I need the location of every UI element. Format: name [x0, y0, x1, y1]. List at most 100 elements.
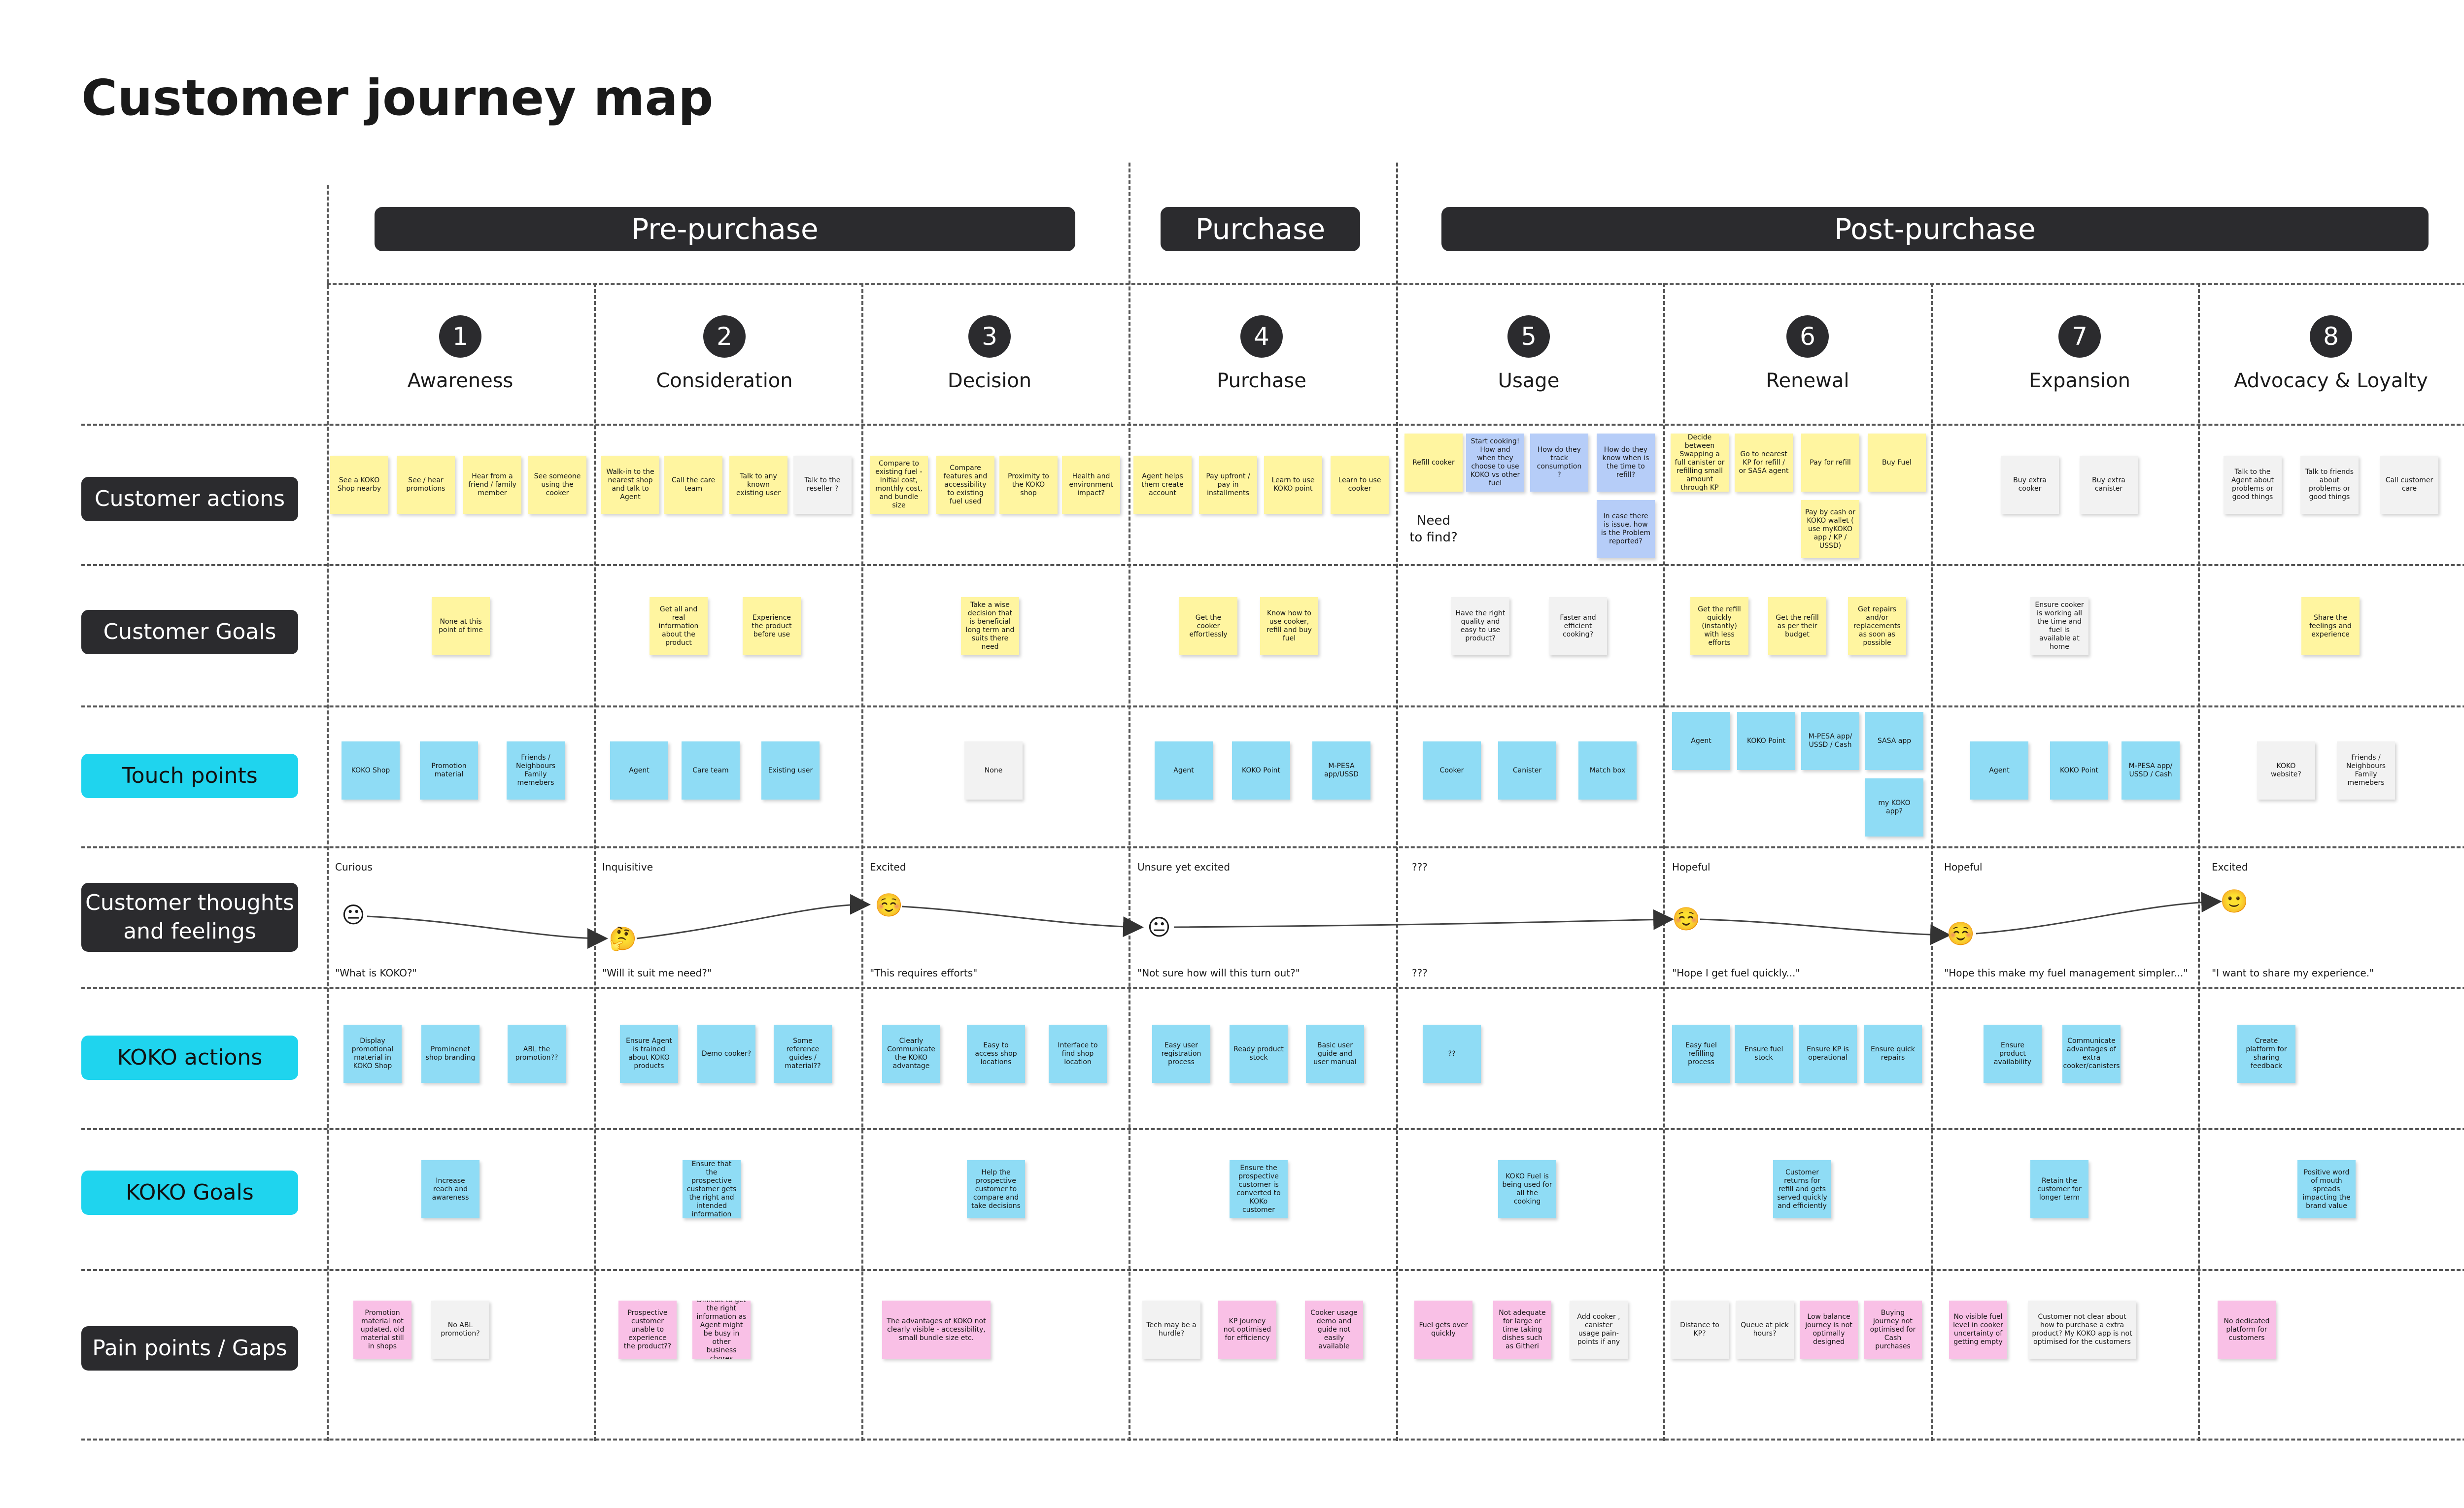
- sticky-note: Buy extra cooker: [2001, 456, 2059, 514]
- phase-pre-purchase: Pre-purchase: [375, 207, 1075, 251]
- sticky-note: Basic user guide and user manual: [1306, 1025, 1364, 1083]
- sticky-note: Clearly Communicate the KOKO advantage: [882, 1025, 940, 1083]
- sticky-note: No ABL promotion?: [431, 1301, 489, 1359]
- row-label-pain-points: Pain points / Gaps: [81, 1326, 298, 1371]
- grid-hline: [81, 846, 2464, 848]
- sticky-note: Pay by cash or KOKO wallet ( use myKOKO …: [1801, 500, 1859, 558]
- sticky-note: Pay upfront / pay in installments: [1199, 456, 1257, 514]
- grid-vline: [861, 283, 863, 1441]
- sticky-note: Share the feelings and experience: [2301, 597, 2360, 655]
- feeling-label: Hopeful: [1944, 861, 1983, 873]
- sticky-note: Agent: [1672, 712, 1730, 770]
- sticky-note: How do they track consumption ?: [1530, 434, 1588, 492]
- grid-vline: [2198, 283, 2200, 1441]
- sticky-note: KOKO Point: [1737, 712, 1795, 770]
- thought-quote: "Will it suit me need?": [602, 967, 712, 979]
- slightly-smiling-face-icon: 🙂: [2220, 888, 2249, 914]
- sticky-note: Interface to find shop location: [1049, 1025, 1107, 1083]
- feeling-label: Inquisitive: [602, 861, 653, 873]
- sticky-note: Friends / Neighbours Family memebers: [2337, 741, 2395, 800]
- stage: 7 Expansion: [1947, 315, 2213, 392]
- sticky-note: Agent: [610, 741, 668, 800]
- sticky-note: Hear from a friend / family member: [463, 456, 521, 514]
- sticky-note: No visible fuel level in cooker uncertai…: [1949, 1301, 2007, 1359]
- sticky-note: Ensure the prospective customer is conve…: [1230, 1160, 1288, 1218]
- sticky-note: Communicate advantages of extra cooker/c…: [2062, 1025, 2121, 1083]
- grid-hline: [81, 1128, 2464, 1130]
- sticky-note: Buy Fuel: [1868, 434, 1926, 492]
- neutral-face-icon: 😐: [1147, 914, 1171, 940]
- sticky-note: See / hear promotions: [397, 456, 455, 514]
- stage-number: 5: [1507, 315, 1550, 358]
- sticky-note: Pay for refill: [1801, 434, 1859, 492]
- sticky-note: SASA app: [1865, 712, 1923, 770]
- sticky-note: Start cooking! How and when they choose …: [1466, 434, 1524, 492]
- page-title: Customer journey map: [81, 69, 714, 127]
- grid-hline: [81, 987, 2464, 989]
- sticky-note: Ensure cooker is working all the time an…: [2030, 597, 2088, 655]
- sticky-note: Agent: [1970, 741, 2028, 800]
- sticky-note: Have the right quality and easy to use p…: [1451, 597, 1509, 655]
- stage-number: 1: [439, 315, 481, 358]
- grid-vline: [1931, 283, 1933, 1441]
- sticky-note: Get repairs and/or replacements as soon …: [1848, 597, 1906, 655]
- sticky-note: None: [964, 741, 1023, 800]
- sticky-note: Prominenet shop branding: [421, 1025, 479, 1083]
- sticky-note: Promotion material not updated, old mate…: [353, 1301, 411, 1359]
- sticky-note: Learn to use KOKO point: [1264, 456, 1322, 514]
- row-label-koko-goals: KOKO Goals: [81, 1171, 298, 1215]
- stage-number: 7: [2058, 315, 2101, 358]
- row-label-customer-goals: Customer Goals: [81, 610, 298, 654]
- sticky-note: Customer not clear about how to purchase…: [2028, 1301, 2136, 1359]
- sticky-note: Refill cooker: [1404, 434, 1463, 492]
- sticky-note: Display promotional material in KOKO Sho…: [343, 1025, 402, 1083]
- curve-segment: [636, 894, 871, 939]
- thought-quote: ???: [1412, 967, 1428, 979]
- sticky-note: How do they know when is the time to ref…: [1597, 434, 1655, 492]
- stage-number: 6: [1786, 315, 1829, 358]
- stage: 2 Consideration: [591, 315, 857, 392]
- stage: 6 Renewal: [1675, 315, 1941, 392]
- sticky-note: The advantages of KOKO not clearly visib…: [882, 1301, 991, 1359]
- sticky-note: Not adequate for large or time taking di…: [1493, 1301, 1551, 1359]
- sticky-note: Demo cooker?: [697, 1025, 755, 1083]
- sticky-note: Easy user registration process: [1152, 1025, 1210, 1083]
- phase-post-purchase: Post-purchase: [1441, 207, 2429, 251]
- sticky-note: Proximity to the KOKO shop: [999, 456, 1058, 514]
- sticky-note: Agent: [1155, 741, 1213, 800]
- sticky-note: Prospective customer unable to experienc…: [618, 1301, 677, 1359]
- sticky-note: Need to find?: [1404, 500, 1463, 558]
- phase-purchase: Purchase: [1161, 207, 1360, 251]
- sticky-note: See a KOKO Shop nearby: [330, 456, 388, 514]
- sticky-note: Cooker: [1423, 741, 1481, 800]
- feeling-label: Excited: [870, 861, 906, 873]
- curve-segment: [1173, 909, 1674, 930]
- sticky-note: None at this point of time: [432, 597, 490, 655]
- sticky-note: KOKO Fuel is being used for all the cook…: [1498, 1160, 1556, 1218]
- sticky-note: ABL the promotion??: [508, 1025, 566, 1083]
- sticky-note: No dedicated platform for customers: [2218, 1301, 2276, 1359]
- stage-name: Advocacy & Loyalty: [2234, 369, 2428, 392]
- sticky-note: Tech may be a hurdle?: [1142, 1301, 1200, 1359]
- stage: 4 Purchase: [1129, 315, 1395, 392]
- feeling-label: Excited: [2212, 861, 2248, 873]
- stage-name: Consideration: [656, 369, 793, 392]
- sticky-note: Go to nearest KP for refill / or SASA ag…: [1735, 434, 1793, 492]
- sticky-note: Match box: [1578, 741, 1637, 800]
- grid-hline: [81, 705, 2464, 707]
- sticky-note: Ensure quick repairs: [1864, 1025, 1922, 1083]
- sticky-note: Positive word of mouth spreads impacting…: [2297, 1160, 2356, 1218]
- sticky-note: Difficult to get the right information a…: [692, 1301, 751, 1359]
- sticky-note: Get all and real information about the p…: [650, 597, 708, 655]
- sticky-note: Compare to existing fuel - Initial cost,…: [870, 456, 928, 514]
- stage: 8 Advocacy & Loyalty: [2198, 315, 2464, 392]
- sticky-note: KOKO Point: [1232, 741, 1290, 800]
- sticky-note: Customer returns for refill and gets ser…: [1773, 1160, 1831, 1218]
- sticky-note: Experience the product before use: [743, 597, 801, 655]
- row-label-touch-points: Touch points: [81, 754, 298, 798]
- sticky-note: Walk-in to the nearest shop and talk to …: [601, 456, 659, 514]
- sticky-note: Low balance journey is not optimally des…: [1800, 1301, 1858, 1359]
- sticky-note: Call customer care: [2380, 456, 2438, 514]
- sticky-note: Fuel gets over quickly: [1414, 1301, 1472, 1359]
